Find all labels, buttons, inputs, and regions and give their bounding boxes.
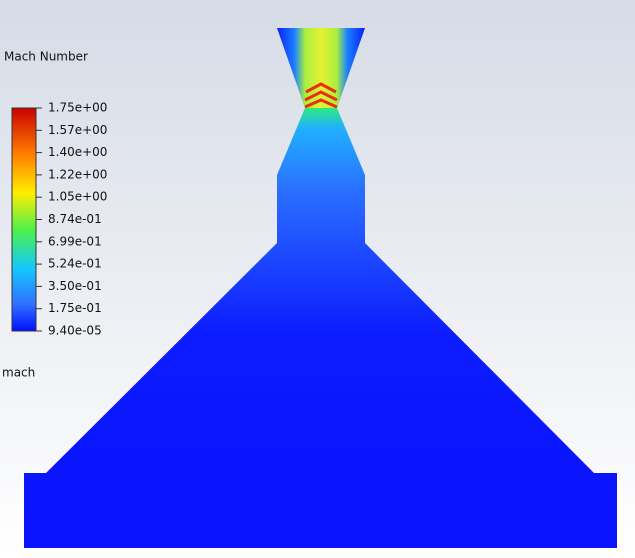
colorbar-label: 1.57e+00 <box>48 123 107 137</box>
diffuser <box>46 243 594 473</box>
colorbar-label: 9.40e-05 <box>48 324 102 338</box>
colorbar-labels: 1.75e+00 1.57e+00 1.40e+00 1.22e+00 1.05e+00… <box>36 101 107 338</box>
colorbar-label: 3.50e-01 <box>48 279 102 293</box>
colorbar-label: 6.99e-01 <box>48 234 102 248</box>
colorbar-label: 1.22e+00 <box>48 167 107 181</box>
shock-cells <box>304 82 338 109</box>
surface-label: mach <box>2 366 35 380</box>
colorbar-label: 1.05e+00 <box>48 190 107 204</box>
converging-section <box>277 28 365 108</box>
colorbar-label: 1.75e+00 <box>48 101 107 115</box>
colorbar-label: 1.75e-01 <box>48 301 102 315</box>
diverging-section <box>277 108 365 243</box>
legend-title: Mach Number <box>4 50 88 64</box>
colorbar <box>11 107 37 332</box>
outlet-box <box>24 473 617 548</box>
colorbar-label: 8.74e-01 <box>48 212 102 226</box>
colorbar-label: 5.24e-01 <box>48 257 102 271</box>
colorbar-label: 1.40e+00 <box>48 145 107 159</box>
